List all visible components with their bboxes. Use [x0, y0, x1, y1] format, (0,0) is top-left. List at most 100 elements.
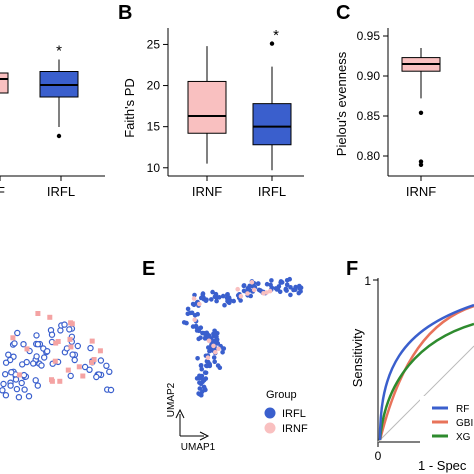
scatter-point-irnf [89, 360, 95, 365]
panel-f-xtick-label: 0 [375, 449, 382, 463]
umap-point-irfl [201, 377, 206, 383]
scatter-point-irfl [25, 393, 33, 400]
umap-point-irfl [195, 356, 200, 361]
panel-a-cat-label-2: IRFL [47, 184, 75, 199]
scatter-point-irfl [0, 387, 6, 394]
umap-point-irfl [198, 363, 204, 368]
umap-point-irfl [206, 333, 212, 338]
umap-point-irnf [213, 350, 218, 355]
scatter-point-irfl [15, 394, 23, 401]
scatter-point-irnf [67, 336, 73, 342]
legend-title: Group [266, 389, 297, 401]
umap-point-irfl [196, 391, 201, 396]
umap-point-irfl [217, 295, 222, 300]
scatter-point-irfl [66, 326, 73, 333]
umap-point-irfl [211, 355, 217, 360]
umap-point-irnf [235, 286, 240, 292]
scatter-point-irfl [13, 385, 21, 393]
scatter-point-irfl [97, 357, 105, 364]
scatter-point-irnf [57, 378, 63, 384]
panel-c-ylabel: Pielou's evenness [334, 51, 349, 156]
panel-b-cat-label-2: IRFL [258, 184, 286, 199]
umap-point-irnf [249, 280, 255, 285]
panel-b-irfl-box [252, 103, 292, 146]
panel-c-irnf-outlier [418, 110, 424, 116]
umap-point-irfl [268, 282, 273, 288]
umap-point-irfl [212, 294, 218, 300]
scatter-point-irfl [93, 373, 100, 381]
scatter-point-irfl [34, 341, 42, 348]
umap-point-irfl [217, 365, 223, 371]
umap-point-irfl [275, 286, 281, 292]
scatter-point-irnf [49, 378, 55, 384]
panel-c-boxes [401, 48, 441, 167]
umap-point-irfl [206, 345, 211, 350]
scatter-point-irnf [89, 338, 95, 344]
umap-point-irfl [287, 276, 293, 282]
umap-point-irnf [211, 343, 216, 349]
umap-point-irfl [199, 366, 204, 372]
panel-c-ytick-label: 0.90 [357, 69, 381, 83]
panel-f-ytick-label: 1 [364, 274, 371, 288]
panel-b-yticks: 25 20 15 10 [147, 37, 168, 175]
umap-point-irnf [245, 291, 250, 296]
scatter-point-irnf [91, 357, 97, 362]
umap-point-irfl [204, 358, 210, 364]
umap-point-irfl [202, 370, 208, 375]
umap-ylabel: UMAP2 [166, 382, 177, 417]
panel-c-cat-label-1: IRNF [406, 184, 436, 199]
scatter-point-irfl [8, 369, 15, 376]
scatter-point-irnf [69, 321, 75, 327]
umap-point-irfl [284, 282, 290, 288]
umap-point-irfl [212, 338, 218, 344]
umap-point-irfl [198, 325, 204, 331]
scatter-point-irfl [20, 371, 28, 379]
scatter-point-irfl [74, 342, 82, 350]
umap-point-irfl [198, 381, 204, 387]
umap-point-irfl [185, 311, 191, 317]
scatter-point-irfl [7, 382, 14, 389]
umap-point-irnf [216, 346, 221, 352]
umap-point-irfl [288, 292, 293, 298]
scatter-point-irfl [57, 327, 64, 334]
scatter-point-irfl [5, 351, 12, 358]
scatter-point-irfl [67, 372, 74, 380]
panel-c: C Pielou's evenness 0.95 0.90 0.85 0.80 IRN… [334, 2, 474, 199]
umap-point-irfl [220, 293, 226, 299]
scatter-point-irnf [52, 358, 58, 364]
umap-xlabel: UMAP1 [181, 442, 216, 453]
scatter-point-irfl [71, 356, 78, 364]
panel-c-ytick-label: 0.95 [357, 29, 381, 43]
scatter-point-irfl [38, 362, 45, 369]
panel-c-ytick-label: 0.80 [357, 149, 381, 163]
scatter-point-irnf [10, 335, 16, 341]
roc-curve-rf [378, 303, 474, 441]
umap-point-irfl [193, 323, 199, 329]
umap-point-irfl [204, 363, 210, 369]
umap-point-irfl [255, 281, 261, 286]
panel-f-ylabel: Sensitivity [350, 328, 365, 387]
umap-point-irfl [212, 359, 217, 365]
panel-a-cat-label-1: F [0, 184, 5, 199]
umap-point-irnf [264, 290, 269, 295]
umap-point-irnf [267, 288, 273, 294]
umap-point-irfl [202, 336, 208, 341]
umap-point-irfl [212, 333, 218, 338]
scatter-point-irfl [21, 386, 28, 393]
umap-point-irfl [198, 335, 203, 341]
panel-b-boxes [187, 41, 292, 171]
panel-d-scatter [0, 311, 115, 401]
panel-b-irnf-box [187, 80, 227, 134]
roc-legend-rf-label: RF [456, 404, 469, 415]
panel-c-ytick-label: 0.85 [357, 109, 381, 123]
legend-irfl-marker [264, 407, 276, 419]
umap-point-irfl [210, 289, 215, 295]
scatter-point-irfl [18, 379, 25, 387]
panel-c-irnf-outlier [418, 159, 424, 164]
panel-c-irnf-outlier [418, 162, 424, 167]
scatter-point-irfl [48, 331, 56, 338]
panel-a-irfl-outlier [56, 133, 62, 139]
umap-point-irnf [191, 296, 197, 301]
umap-point-irfl [192, 292, 197, 298]
panel-b-irfl-outlier [269, 41, 275, 46]
